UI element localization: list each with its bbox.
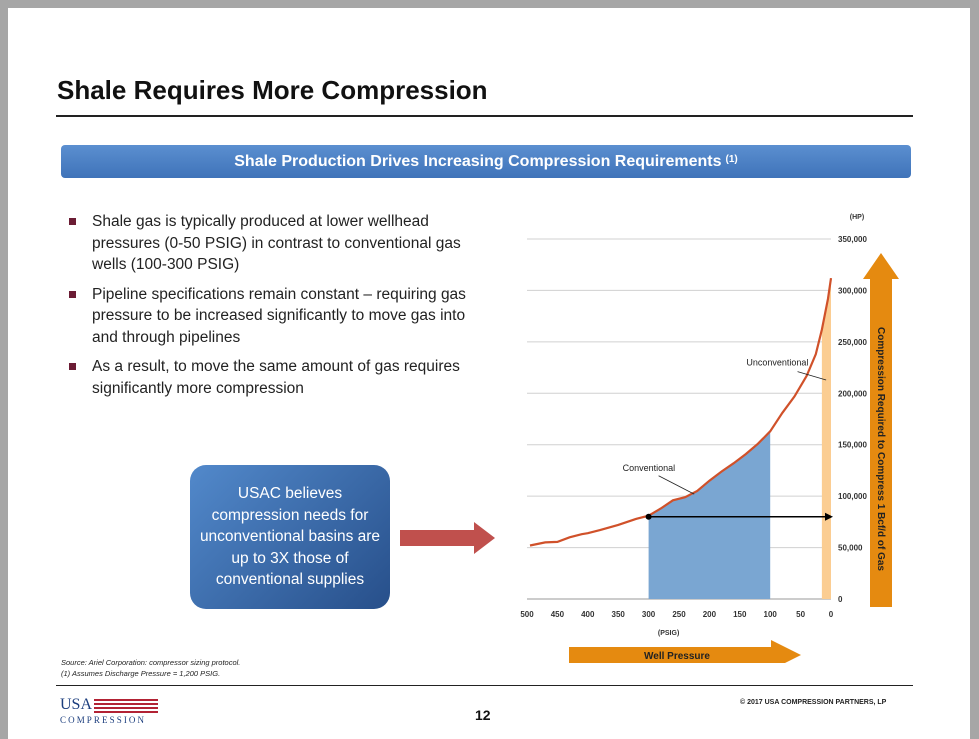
bullet-square-icon — [69, 290, 76, 298]
bullet-item: Pipeline specifications remain constant … — [66, 284, 466, 349]
y-tick-label: 100,000 — [838, 492, 867, 501]
y-tick-label: 50,000 — [838, 544, 863, 553]
x-unit-label: (PSIG) — [658, 630, 679, 637]
banner-footnote-ref: (1) — [725, 154, 738, 165]
reference-arrowhead-icon — [825, 512, 833, 521]
reference-dot — [645, 513, 652, 520]
footer-divider — [56, 685, 913, 686]
bullet-item: As a result, to move the same amount of … — [66, 356, 466, 399]
slide-title: Shale Requires More Compression — [57, 75, 488, 105]
section-banner: Shale Production Drives Increasing Compr… — [61, 145, 911, 178]
conventional-region — [648, 431, 771, 599]
x-tick-label: 250 — [672, 610, 686, 619]
axis-layer: 0 50,000 100,000 150,000 200,000 250,000 300,0… — [520, 214, 867, 637]
x-tick-label: 0 — [829, 610, 834, 619]
x-tick-label: 200 — [703, 610, 717, 619]
bullet-square-icon — [69, 218, 76, 225]
y-tick-label: 0 — [838, 595, 843, 604]
callout-text: USAC believes compression needs for unco… — [199, 485, 381, 589]
usa-compression-logo: USA COMPRESSION — [60, 696, 160, 726]
line-layer — [529, 277, 833, 547]
bullet-list: Shale gas is typically produced at lower… — [66, 211, 466, 407]
y-axis-title: Compression Required to Compress 1 Bcf/d… — [875, 327, 886, 571]
title-divider — [56, 115, 913, 117]
grid-layer — [527, 238, 831, 600]
x-tick-label: 150 — [733, 610, 747, 619]
callout-box: USAC believes compression needs for unco… — [190, 465, 390, 609]
x-tick-label: 50 — [796, 610, 805, 619]
logo-compression-text: COMPRESSION — [60, 715, 147, 725]
y-axis-arrow-icon — [863, 253, 899, 607]
footnote-1: (1) Assumes Discharge Pressure = 1,200 P… — [61, 669, 221, 678]
unconventional-label: Unconventional — [746, 357, 808, 367]
y-tick-label: 150,000 — [838, 441, 867, 450]
unconventional-leader-line — [797, 371, 827, 381]
x-tick-label: 500 — [520, 610, 534, 619]
bullet-item: Shale gas is typically produced at lower… — [66, 211, 466, 276]
x-axis-title: Well Pressure — [644, 651, 710, 662]
banner-text: Shale Production Drives Increasing Compr… — [234, 152, 722, 170]
region-layer — [648, 278, 831, 599]
logo-usa-text: USA — [60, 696, 93, 713]
bullet-text: Shale gas is typically produced at lower… — [92, 213, 461, 273]
source-note: Source: Ariel Corporation: compressor si… — [61, 658, 241, 667]
annotation-layer: Conventional Unconventional Compression Re… — [569, 253, 899, 663]
x-tick-label: 350 — [612, 610, 626, 619]
page-number: 12 — [475, 707, 491, 723]
slide: Shale Requires More Compression Shale Pr… — [8, 8, 970, 739]
conventional-leader-line — [658, 475, 695, 495]
footnotes: Source: Ariel Corporation: compressor si… — [61, 657, 240, 679]
x-tick-label: 450 — [551, 610, 565, 619]
callout-arrow-shape — [400, 522, 495, 554]
bullet-square-icon — [69, 363, 76, 370]
x-tick-label: 300 — [642, 610, 656, 619]
compression-curve — [529, 277, 833, 547]
bullet-text: As a result, to move the same amount of … — [92, 358, 460, 397]
conventional-label: Conventional — [623, 463, 676, 473]
bullet-text: Pipeline specifications remain constant … — [92, 285, 466, 346]
copyright-text: © 2017 USA COMPRESSION PARTNERS, LP — [740, 699, 887, 706]
y-tick-label: 200,000 — [838, 389, 867, 398]
flag-stripes-icon — [94, 699, 158, 713]
compression-chart: 0 50,000 100,000 150,000 200,000 250,000 300,0… — [520, 214, 899, 663]
y-tick-label: 300,000 — [838, 286, 867, 295]
y-tick-label: 250,000 — [838, 338, 867, 347]
callout-arrow-icon — [400, 522, 495, 554]
x-axis-arrow-icon — [569, 640, 801, 663]
y-unit-label: (HP) — [850, 214, 864, 221]
x-tick-label: 100 — [764, 610, 778, 619]
y-tick-label: 350,000 — [838, 235, 867, 244]
x-tick-label: 400 — [581, 610, 595, 619]
